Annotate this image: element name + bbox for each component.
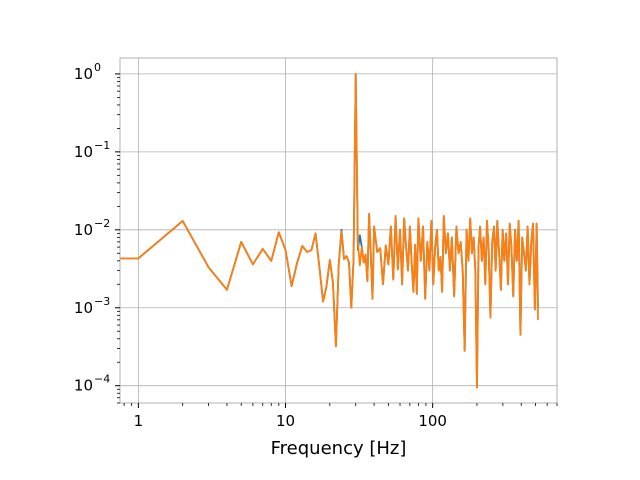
x-tick-label: 1 [134, 412, 144, 430]
y-tick-exponent: −2 [94, 217, 110, 230]
y-tick-base: 10 [74, 65, 93, 83]
y-tick-label: 10 [74, 65, 93, 83]
x-axis-title: Frequency [Hz] [271, 438, 407, 459]
series-group [120, 73, 539, 389]
x-tick-label: 100 [418, 412, 447, 430]
y-tick-base: 10 [74, 221, 93, 239]
series-line-2 [120, 73, 539, 389]
y-tick-label: 10 [74, 377, 93, 395]
y-tick-exponent: −4 [94, 373, 110, 386]
y-tick-base: 10 [74, 377, 93, 395]
plot-frame [119, 57, 558, 404]
grid [120, 58, 557, 403]
y-tick-label: 10 [74, 221, 93, 239]
y-tick-base: 10 [74, 299, 93, 317]
y-tick-label: 10 [74, 299, 93, 317]
y-tick-exponent: 0 [94, 61, 101, 74]
y-tick-exponent: −1 [94, 139, 110, 152]
y-tick-label: 10 [74, 143, 93, 161]
y-tick-base: 10 [74, 143, 93, 161]
x-tick-label: 10 [276, 412, 295, 430]
y-tick-exponent: −3 [94, 295, 110, 308]
